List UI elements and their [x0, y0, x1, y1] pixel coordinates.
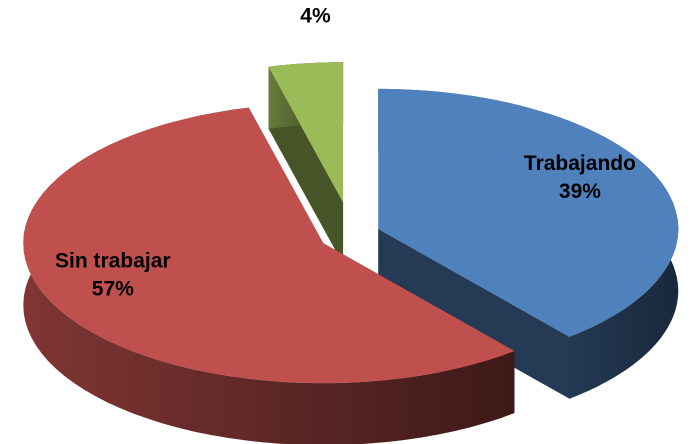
data-label-value: 39%: [559, 180, 601, 203]
slice: [268, 62, 344, 203]
data-label-value: 4%: [300, 4, 331, 27]
slice-wall: [378, 228, 570, 399]
data-label-name: Sin trabajar: [55, 249, 171, 272]
slice: [378, 88, 679, 337]
slice: [23, 107, 515, 384]
data-label-value: 57%: [92, 277, 134, 300]
data-label-name: Trabajando: [524, 152, 636, 175]
